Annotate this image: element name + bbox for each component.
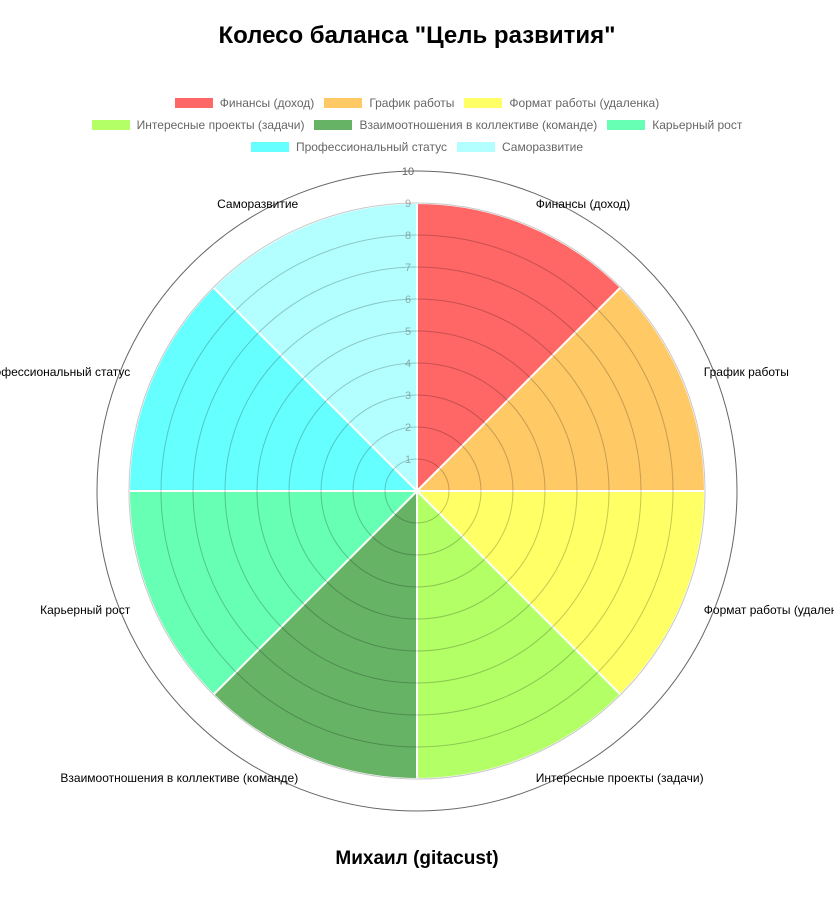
tick-label-8: 8	[405, 230, 411, 242]
legend-item-work-format[interactable]: Формат работы (удаленка)	[464, 96, 659, 110]
category-label-self-development: Саморазвитие	[217, 197, 298, 211]
sector-self-development[interactable]	[211, 201, 418, 494]
legend-swatch-finances	[174, 98, 213, 108]
legend-swatch-projects	[91, 120, 130, 130]
legend-swatch-self-development	[456, 142, 495, 152]
tick-label-7: 7	[405, 262, 411, 274]
legend-item-career[interactable]: Карьерный рост	[607, 118, 742, 132]
legend-label-projects: Интересные проекты (задачи)	[136, 118, 305, 132]
category-labels-layer: Финансы (доход) График работы Формат работ…	[0, 197, 834, 785]
legend-item-finances[interactable]: Финансы (доход)	[174, 96, 315, 110]
tick-label-5: 5	[405, 326, 411, 338]
legend-row-1: Финансы (доход) График работы Формат раб…	[0, 96, 834, 110]
sector-schedule[interactable]	[414, 285, 707, 492]
category-label-status: Профессиональный статус	[0, 365, 130, 379]
tick-layer: 1 2 3 4 5 6 7 8 9 10	[402, 166, 414, 466]
tick-label-1: 1	[405, 454, 411, 466]
category-label-finances: Финансы (доход)	[536, 197, 631, 211]
legend-label-status: Профессиональный статус	[295, 140, 447, 154]
chart-subtitle: Михаил (gitacust)	[335, 848, 499, 869]
sector-finances[interactable]	[416, 201, 623, 494]
sector-projects[interactable]	[416, 488, 623, 781]
grid-circle-3	[320, 394, 514, 588]
grid-circle-10	[96, 170, 738, 812]
sector-work-format[interactable]	[414, 490, 707, 697]
grid-circle-8	[160, 234, 674, 748]
grid-layer	[96, 170, 738, 812]
grid-circle-2	[352, 426, 482, 556]
grid-circle-1	[384, 458, 450, 524]
category-label-team: Взаимоотношения в коллективе (команде)	[60, 771, 298, 785]
sector-team[interactable]	[211, 488, 418, 781]
tick-label-6: 6	[405, 294, 411, 306]
legend-label-work-format: Формат работы (удаленка)	[509, 96, 660, 110]
legend-label-career: Карьерный рост	[652, 118, 743, 132]
grid-circle-4	[288, 362, 546, 620]
grid-circle-9	[128, 202, 706, 780]
legend-item-team[interactable]: Взаимоотношения в коллективе (команде)	[314, 118, 597, 132]
legend-item-self-development[interactable]: Саморазвитие	[456, 140, 584, 154]
legend-swatch-team	[314, 120, 353, 130]
legend-swatch-work-format	[464, 98, 503, 108]
category-label-work-format: Формат работы (удаленка)	[704, 603, 834, 617]
legend-swatch-schedule	[324, 98, 363, 108]
sector-career[interactable]	[127, 490, 420, 697]
sectors-layer	[127, 201, 707, 781]
category-label-career: Карьерный рост	[40, 603, 131, 617]
legend-swatch-status	[250, 142, 289, 152]
category-label-schedule: График работы	[704, 365, 789, 379]
tick-label-3: 3	[405, 390, 411, 402]
legend-label-team: Взаимоотношения в коллективе (команде)	[359, 118, 598, 132]
grid-circle-5	[256, 330, 578, 652]
legend-label-finances: Финансы (доход)	[219, 96, 315, 110]
legend-item-projects[interactable]: Интересные проекты (задачи)	[91, 118, 305, 132]
legend-row-3: Профессиональный статус Саморазвитие	[0, 140, 834, 154]
legend-item-schedule[interactable]: График работы	[324, 96, 454, 110]
tick-label-4: 4	[405, 358, 411, 370]
grid-circle-7	[192, 266, 642, 716]
legend-label-self-development: Саморазвитие	[501, 140, 584, 154]
legend-label-schedule: График работы	[369, 96, 455, 110]
chart-title: Колесо баланса "Цель развития"	[218, 22, 616, 49]
sector-status[interactable]	[127, 285, 420, 492]
tick-label-10: 10	[402, 166, 414, 178]
legend-row-2: Интересные проекты (задачи) Взаимоотноше…	[0, 118, 834, 132]
legend-swatch-career	[607, 120, 646, 130]
grid-circle-6	[224, 298, 610, 684]
category-label-projects: Интересные проекты (задачи)	[536, 771, 704, 785]
tick-label-9: 9	[405, 198, 411, 210]
legend-item-status[interactable]: Профессиональный статус	[250, 140, 447, 154]
tick-label-2: 2	[405, 422, 411, 434]
